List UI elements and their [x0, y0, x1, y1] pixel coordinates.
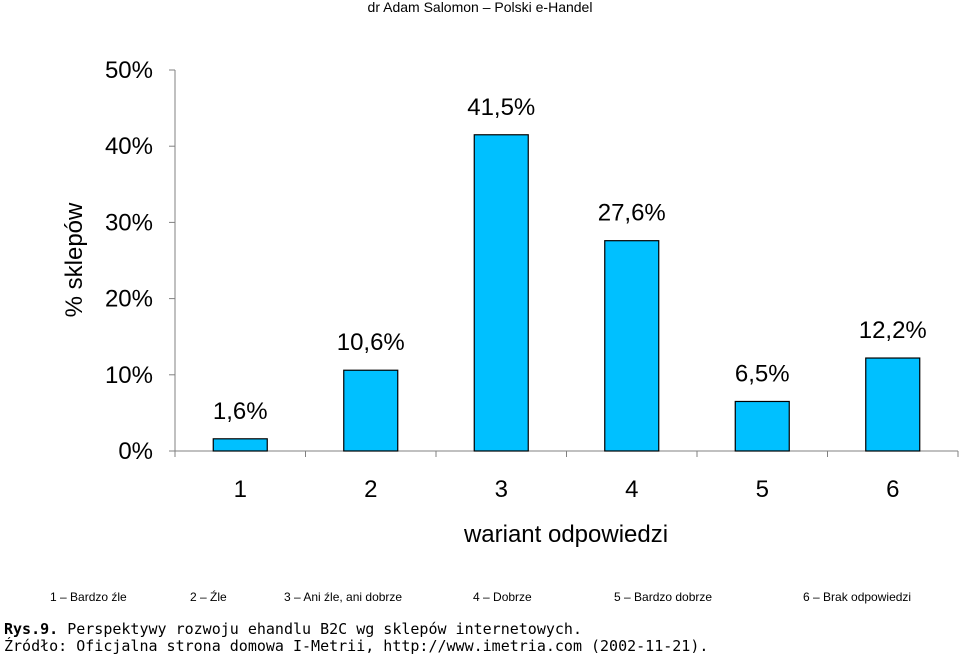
y-axis: 0% 10% 20% 30% 40% 50%: [105, 57, 176, 465]
bar-5: [734, 400, 790, 452]
x-tick-label: 2: [364, 476, 377, 503]
legend-label: Bardzo dobrze: [634, 590, 713, 604]
page-header: dr Adam Salomon – Polski e-Handel: [367, 0, 593, 15]
data-labels: 1,6% 10,6% 41,5% 27,6% 6,5% 12,2%: [213, 94, 927, 425]
data-label-4: 27,6%: [598, 200, 666, 227]
x-axis-title: wariant odpowiedzi: [463, 521, 668, 548]
x-tick-label: 4: [625, 476, 638, 503]
y-tick-label: 10%: [105, 362, 153, 389]
legend-item: 3 – Ani źle, ani dobrze: [284, 590, 403, 604]
y-tick-label: 30%: [105, 209, 153, 236]
legend-num: 3: [284, 590, 291, 604]
figure-number: Rys.9.: [4, 620, 59, 638]
legend-label: Źle: [210, 590, 227, 604]
y-tick-label: 0%: [118, 438, 153, 465]
y-axis-title: % sklepów: [61, 202, 88, 317]
bar-4: [604, 240, 660, 452]
legend-num: 6: [803, 590, 810, 604]
x-tick-label: 6: [886, 476, 899, 503]
bar-chart: 0% 10% 20% 30% 40% 50% 1 2 3 4 5 6 1,6% 10,6% 41,5% 2…: [61, 57, 959, 548]
category-legend: 1 – Bardzo źle 2 – Źle 3 – Ani źle, ani …: [0, 590, 960, 606]
figure-caption: Rys.9. Perspektywy rozwoju ehandlu B2C w…: [4, 621, 708, 655]
legend-label: Bardzo źle: [70, 590, 127, 604]
legend-item: 4 – Dobrze: [473, 590, 532, 604]
legend-num: 4: [473, 590, 480, 604]
legend-item: 2 – Źle: [190, 590, 227, 604]
bars: [212, 134, 921, 452]
x-axis: 1 2 3 4 5 6: [174, 450, 959, 503]
legend-label: Brak odpowiedzi: [823, 590, 912, 604]
legend-num: 5: [614, 590, 621, 604]
legend-item: 5 – Bardzo dobrze: [614, 590, 713, 604]
y-tick-label: 20%: [105, 286, 153, 313]
legend-num: 1: [50, 590, 57, 604]
data-label-6: 12,2%: [859, 317, 927, 344]
legend-item: 1 – Bardzo źle: [50, 590, 127, 604]
bar-3: [473, 134, 529, 452]
y-tick-label: 50%: [105, 57, 153, 84]
figure-text: Perspektywy rozwoju ehandlu B2C wg sklep…: [58, 620, 582, 638]
legend-label: Dobrze: [493, 590, 532, 604]
x-tick-label: 1: [234, 476, 247, 503]
data-label-5: 6,5%: [735, 360, 790, 387]
legend-item: 6 – Brak odpowiedzi: [803, 590, 912, 604]
bar-1: [212, 438, 268, 452]
data-label-2: 10,6%: [337, 329, 405, 356]
x-tick-label: 5: [756, 476, 769, 503]
y-tick-label: 40%: [105, 133, 153, 160]
x-tick-label: 3: [495, 476, 508, 503]
caption-source: Źródło: Oficjalna strona domowa I-Metrii…: [4, 637, 709, 655]
legend-label: Ani źle, ani dobrze: [303, 590, 403, 604]
data-label-1: 1,6%: [213, 398, 268, 425]
data-label-3: 41,5%: [467, 94, 535, 121]
bar-2: [343, 369, 399, 452]
caption-title-line: Rys.9. Perspektywy rozwoju ehandlu B2C w…: [4, 621, 708, 638]
legend-num: 2: [190, 590, 197, 604]
bar-6: [865, 357, 921, 452]
